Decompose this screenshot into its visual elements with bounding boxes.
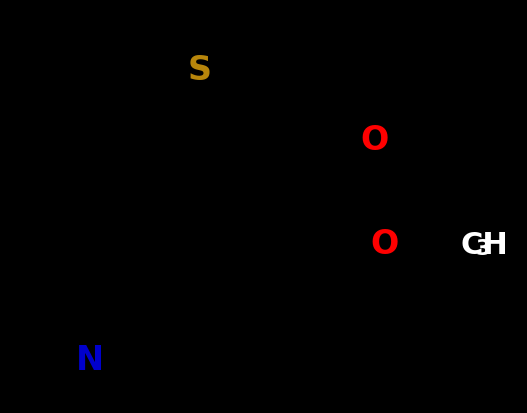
Text: S: S	[188, 54, 212, 86]
Text: N: N	[76, 344, 104, 377]
Text: 3: 3	[476, 239, 491, 259]
Text: O: O	[361, 123, 389, 157]
Text: O: O	[371, 228, 399, 261]
Text: CH: CH	[460, 230, 508, 259]
